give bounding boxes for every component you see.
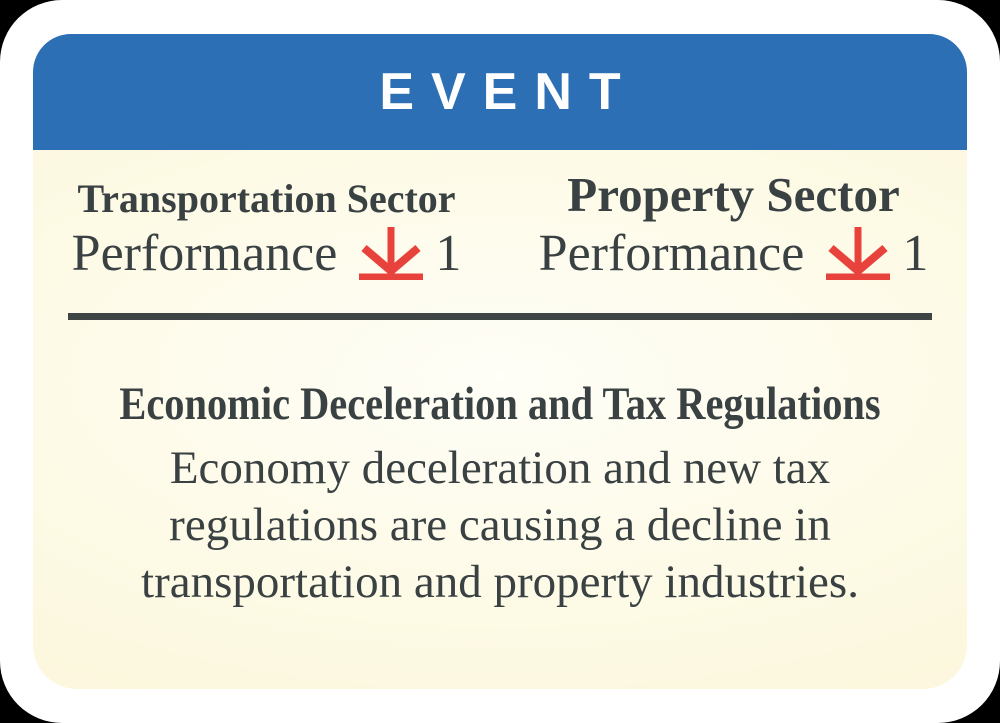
event-description-line: Economy deceleration and new tax: [169, 442, 831, 494]
change-amount: 1: [435, 225, 462, 282]
change-amount: 1: [902, 225, 929, 282]
down-arrow-to-bar-icon: [826, 227, 891, 280]
event-description-line: regulations are causing a decline in: [169, 499, 831, 551]
metric-label: Performance: [538, 225, 805, 282]
divider: [68, 313, 932, 320]
metric-line: Performance 1: [500, 224, 967, 284]
sector-name: Property Sector: [567, 167, 900, 223]
sector-name: Transportation Sector: [77, 176, 456, 222]
card-header: EVENT: [33, 34, 967, 150]
event-title: Economic Deceleration and Tax Regulation…: [119, 378, 881, 430]
down-arrow-to-bar-icon: [359, 227, 424, 280]
metric-label: Performance: [71, 225, 338, 282]
event-description-line: transportation and property industries.: [141, 556, 859, 608]
effect-property-sector: Property Sector Performance 1: [500, 167, 967, 284]
card-body: Transportation Sector Performance 1 Prope…: [33, 150, 967, 689]
card-type-label: EVENT: [379, 63, 638, 121]
effect-transportation-sector: Transportation Sector Performance 1: [33, 176, 500, 284]
metric-line: Performance 1: [33, 224, 500, 284]
effects-row: Transportation Sector Performance 1 Prope…: [33, 167, 967, 284]
event-description: Economy deceleration and new tax regulat…: [33, 440, 967, 611]
event-card-inner: EVENT Transportation Sector Performance 1…: [33, 34, 967, 689]
